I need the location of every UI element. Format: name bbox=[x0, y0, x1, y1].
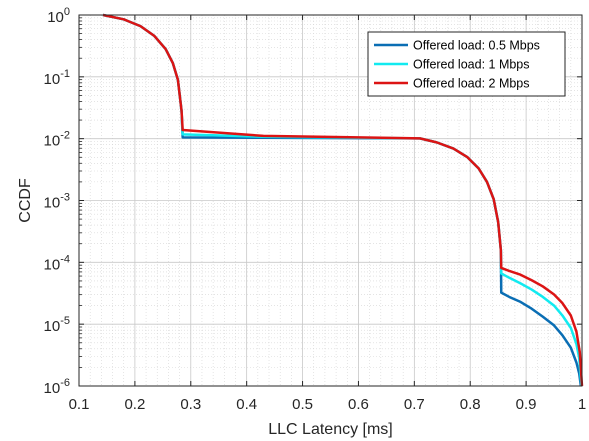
y-tick-label: 10-6 bbox=[44, 377, 70, 397]
legend: Offered load: 0.5 Mbps Offered load: 1 M… bbox=[367, 31, 566, 97]
series-line-2 bbox=[102, 13, 584, 387]
y-axis-label: CCDF bbox=[17, 178, 34, 223]
x-tick-label: 0.3 bbox=[180, 396, 201, 413]
x-tick-label: 0.5 bbox=[292, 396, 313, 413]
x-tick-label: 0.4 bbox=[236, 396, 257, 413]
y-tick-label: 100 bbox=[47, 6, 70, 26]
legend-label-2: Offered load: 2 Mbps bbox=[413, 77, 530, 91]
x-tick-label: 0.2 bbox=[124, 396, 145, 413]
axis-ticks bbox=[78, 14, 583, 387]
x-tick-label: 0.9 bbox=[516, 396, 537, 413]
x-tick-label: 0.7 bbox=[404, 396, 425, 413]
y-tick-label: 10-4 bbox=[44, 253, 70, 273]
x-tick-label: 1 bbox=[578, 396, 586, 413]
y-tick-labels: 10-6 10-5 10-4 10-3 10-2 10-1 100 bbox=[44, 6, 70, 397]
x-tick-label: 0.8 bbox=[460, 396, 481, 413]
legend-label-1: Offered load: 1 Mbps bbox=[413, 58, 530, 72]
series-layer bbox=[102, 13, 584, 387]
x-tick-label: 0.1 bbox=[69, 396, 90, 413]
y-tick-label: 10-5 bbox=[44, 315, 70, 335]
x-tick-label: 0.6 bbox=[348, 396, 369, 413]
x-axis-label: LLC Latency [ms] bbox=[268, 421, 393, 438]
y-tick-label: 10-3 bbox=[44, 192, 70, 212]
legend-label-0: Offered load: 0.5 Mbps bbox=[413, 39, 540, 53]
y-tick-label: 10-2 bbox=[44, 130, 70, 150]
x-tick-labels: 0.1 0.2 0.3 0.4 0.5 0.6 0.7 0.8 0.9 1 bbox=[69, 396, 587, 413]
y-tick-label: 10-1 bbox=[44, 68, 70, 88]
